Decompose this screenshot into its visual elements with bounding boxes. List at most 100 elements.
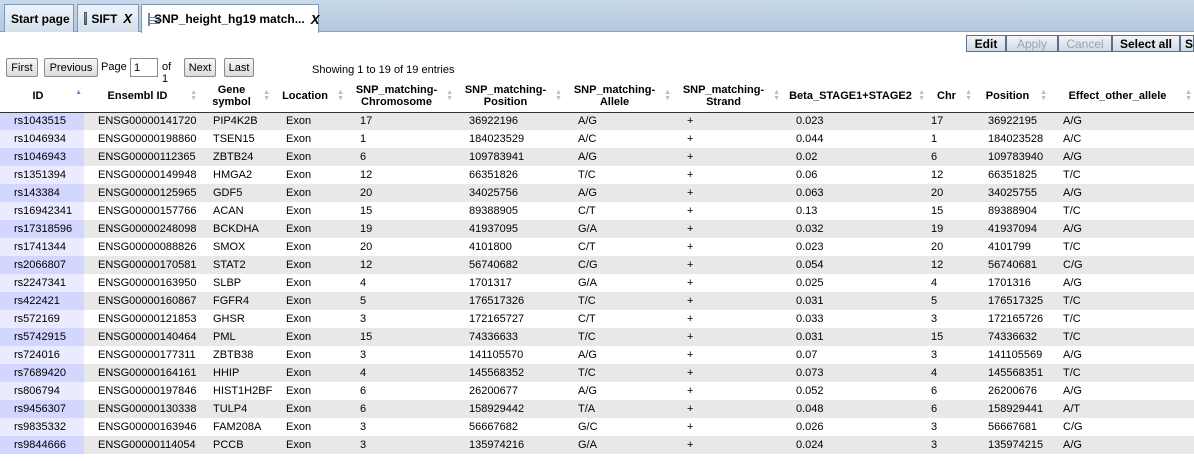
table-row[interactable]: rs1043515 ENSG00000141720 PIP4K2B Exon 17 369… [0, 112, 1194, 130]
table-cell: 15 [927, 202, 974, 220]
column-header-label: SNP_matching-Chromosome [355, 83, 438, 108]
table-cell: + [673, 292, 782, 310]
table-row[interactable]: rs7689420 ENSG00000164161 HHIP Exon 4 1455683… [0, 364, 1194, 382]
table-cell: ENSG00000177311 [84, 346, 199, 364]
column-header[interactable]: SNP_matching-Allele ▲ ▼ [564, 80, 673, 113]
table-cell: 4101799 [974, 238, 1049, 256]
page-number-input[interactable] [130, 58, 158, 77]
entries-info: Showing 1 to 19 of 19 entries [312, 64, 455, 76]
table-row[interactable]: rs1741344 ENSG00000088826 SMOX Exon 20 410180… [0, 238, 1194, 256]
table-cell: + [673, 220, 782, 238]
column-header[interactable]: SNP_matching-Position ▲ ▼ [455, 80, 564, 113]
last-page-button[interactable]: Last [224, 58, 254, 77]
sort-icon: ▲▼ [75, 88, 82, 96]
table-cell: G/A [564, 436, 673, 454]
table-cell: 158929442 [455, 400, 564, 418]
table-cell: C/T [564, 202, 673, 220]
table-cell: T/C [1049, 292, 1194, 310]
table-cell: 172165726 [974, 310, 1049, 328]
table-cell: GDF5 [199, 184, 272, 202]
column-header[interactable]: ID ▲▼ [0, 80, 84, 113]
sift-icon [84, 12, 88, 25]
column-header[interactable]: Ensembl ID ▲ ▼ [84, 80, 199, 113]
table-row[interactable]: rs9835332 ENSG00000163946 FAM208A Exon 3 5666… [0, 418, 1194, 436]
previous-page-button[interactable]: Previous [44, 58, 98, 77]
table-cell: 56740681 [974, 256, 1049, 274]
table-cell: Exon [272, 220, 346, 238]
close-icon[interactable]: X [310, 11, 320, 27]
close-icon[interactable]: X [123, 11, 132, 26]
select-all-button[interactable]: Select all [1112, 35, 1180, 52]
table-cell: 141105569 [974, 346, 1049, 364]
table-row[interactable]: rs1046934 ENSG00000198860 TSEN15 Exon 1 18402… [0, 130, 1194, 148]
tab-snp-height[interactable]: SNP_height_hg19 match... X [141, 4, 319, 33]
column-header[interactable]: Chr ▲ ▼ [927, 80, 974, 113]
table-cell: A/G [1049, 112, 1194, 130]
first-page-button[interactable]: First [6, 58, 38, 77]
table-cell: ENSG00000248098 [84, 220, 199, 238]
column-header[interactable]: Location ▲ ▼ [272, 80, 346, 113]
table-cell: A/G [1049, 436, 1194, 454]
table-row[interactable]: rs5742915 ENSG00000140464 PML Exon 15 7433663… [0, 328, 1194, 346]
table-cell: 5 [927, 292, 974, 310]
table-cell: + [673, 202, 782, 220]
table-cell: 17 [927, 112, 974, 130]
table-cell: 41937095 [455, 220, 564, 238]
table-cell: rs422421 [0, 292, 84, 310]
table-row[interactable]: rs724016 ENSG00000177311 ZBTB38 Exon 3 141105… [0, 346, 1194, 364]
table-cell: T/C [564, 166, 673, 184]
table-cell: Exon [272, 364, 346, 382]
table-cell: C/G [1049, 256, 1194, 274]
table-cell: 20 [346, 238, 455, 256]
table-row[interactable]: rs17318596 ENSG00000248098 BCKDHA Exon 19 419… [0, 220, 1194, 238]
table-cell: + [673, 328, 782, 346]
table-row[interactable]: rs9456307 ENSG00000130338 TULP4 Exon 6 158929… [0, 400, 1194, 418]
overflow-button[interactable]: S [1180, 35, 1194, 52]
table-cell: 17 [346, 112, 455, 130]
table-cell: 141105570 [455, 346, 564, 364]
column-header[interactable]: SNP_matching-Chromosome ▲ ▼ [346, 80, 455, 113]
column-header[interactable]: Position ▲ ▼ [974, 80, 1049, 113]
next-page-button[interactable]: Next [184, 58, 216, 77]
table-cell: ZBTB24 [199, 148, 272, 166]
table-cell: 0.063 [782, 184, 927, 202]
table-row[interactable]: rs16942341 ENSG00000157766 ACAN Exon 15 89388… [0, 202, 1194, 220]
table-row[interactable]: rs9844666 ENSG00000114054 PCCB Exon 3 1359742… [0, 436, 1194, 454]
table-cell: C/G [1049, 418, 1194, 436]
table-cell: FAM208A [199, 418, 272, 436]
table-cell: rs1741344 [0, 238, 84, 256]
tab-label: Start page [11, 11, 70, 26]
table-cell: rs2066807 [0, 256, 84, 274]
table-cell: ENSG00000141720 [84, 112, 199, 130]
table-row[interactable]: rs1351394 ENSG00000149948 HMGA2 Exon 12 66351… [0, 166, 1194, 184]
column-header[interactable]: Gene symbol ▲ ▼ [199, 80, 272, 113]
table-row[interactable]: rs422421 ENSG00000160867 FGFR4 Exon 5 1765173… [0, 292, 1194, 310]
table-cell: 15 [346, 202, 455, 220]
column-header-label: Gene symbol [212, 83, 251, 108]
table-row[interactable]: rs2066807 ENSG00000170581 STAT2 Exon 12 56740… [0, 256, 1194, 274]
table-cell: 34025755 [974, 184, 1049, 202]
table-cell: A/G [564, 184, 673, 202]
table-cell: 0.054 [782, 256, 927, 274]
table-cell: C/T [564, 238, 673, 256]
edit-button[interactable]: Edit [966, 35, 1006, 52]
table-cell: 36922196 [455, 112, 564, 130]
table-cell: A/G [564, 382, 673, 400]
table-cell: 26200676 [974, 382, 1049, 400]
cancel-button[interactable]: Cancel [1058, 35, 1112, 52]
table-row[interactable]: rs143384 ENSG00000125965 GDF5 Exon 20 3402575… [0, 184, 1194, 202]
table-cell: 0.031 [782, 328, 927, 346]
page-label: Page [101, 61, 127, 73]
apply-button[interactable]: Apply [1006, 35, 1058, 52]
table-row[interactable]: rs1046943 ENSG00000112365 ZBTB24 Exon 6 10978… [0, 148, 1194, 166]
table-row[interactable]: rs806794 ENSG00000197846 HIST1H2BF Exon 6 262… [0, 382, 1194, 400]
column-header[interactable]: Beta_STAGE1+STAGE2 ▲ ▼ [782, 80, 927, 113]
column-header[interactable]: Effect_other_allele ▲ ▼ [1049, 80, 1194, 113]
column-header[interactable]: SNP_matching-Strand ▲ ▼ [673, 80, 782, 113]
table-cell: 176517325 [974, 292, 1049, 310]
table-row[interactable]: rs2247341 ENSG00000163950 SLBP Exon 4 1701317… [0, 274, 1194, 292]
table-row[interactable]: rs572169 ENSG00000121853 GHSR Exon 3 17216572… [0, 310, 1194, 328]
tab-sift[interactable]: SIFT X [77, 4, 139, 32]
tab-start-page[interactable]: Start page [4, 4, 74, 32]
table-cell: 12 [927, 166, 974, 184]
